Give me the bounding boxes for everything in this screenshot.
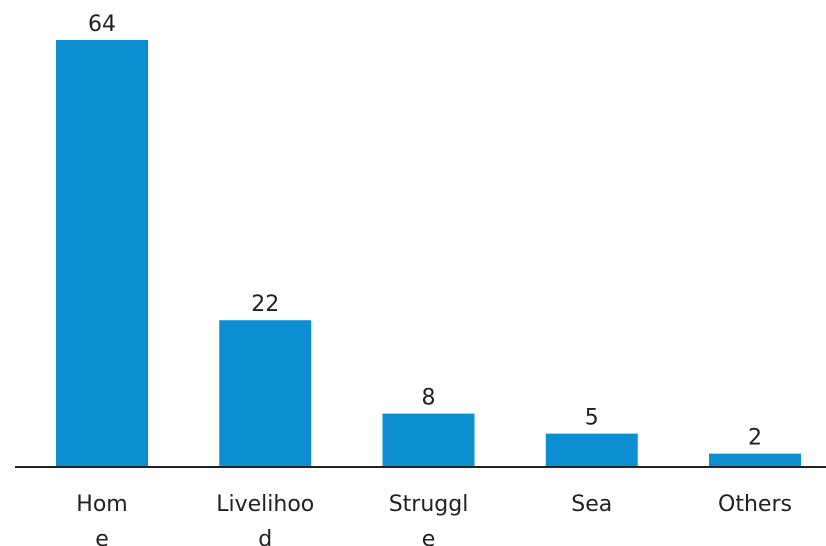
bar-sea	[545, 433, 638, 467]
value-label-struggle: 8	[422, 386, 436, 411]
value-label-home: 64	[88, 12, 116, 37]
category-label-line: Hom	[76, 492, 127, 517]
category-label-line: d	[258, 527, 272, 546]
value-label-sea: 5	[585, 406, 599, 431]
value-label-livelihood: 22	[251, 292, 279, 317]
category-label-livelihood: Livelihoo d	[216, 492, 314, 546]
bars-group	[56, 40, 801, 468]
category-label-line: Struggl	[389, 492, 469, 517]
bar-struggle	[382, 413, 475, 468]
value-labels-group: 64 22 8 5 2	[88, 12, 762, 451]
category-label-line: e	[95, 527, 109, 546]
category-label-line: Livelihoo	[216, 492, 314, 517]
bar-others	[709, 453, 801, 467]
category-label-line: Sea	[571, 492, 612, 517]
category-label-sea: Sea	[571, 492, 612, 517]
category-label-home: Hom e	[76, 492, 127, 546]
category-label-struggle: Struggl e	[389, 492, 469, 546]
category-labels-group: Hom e Livelihoo d Struggl e Sea Others	[76, 492, 792, 546]
bar-home	[56, 40, 148, 467]
category-label-line: Others	[718, 492, 792, 517]
category-label-others: Others	[718, 492, 792, 517]
bar-livelihood	[219, 320, 312, 467]
value-label-others: 2	[748, 426, 762, 451]
category-label-line: e	[422, 527, 436, 546]
